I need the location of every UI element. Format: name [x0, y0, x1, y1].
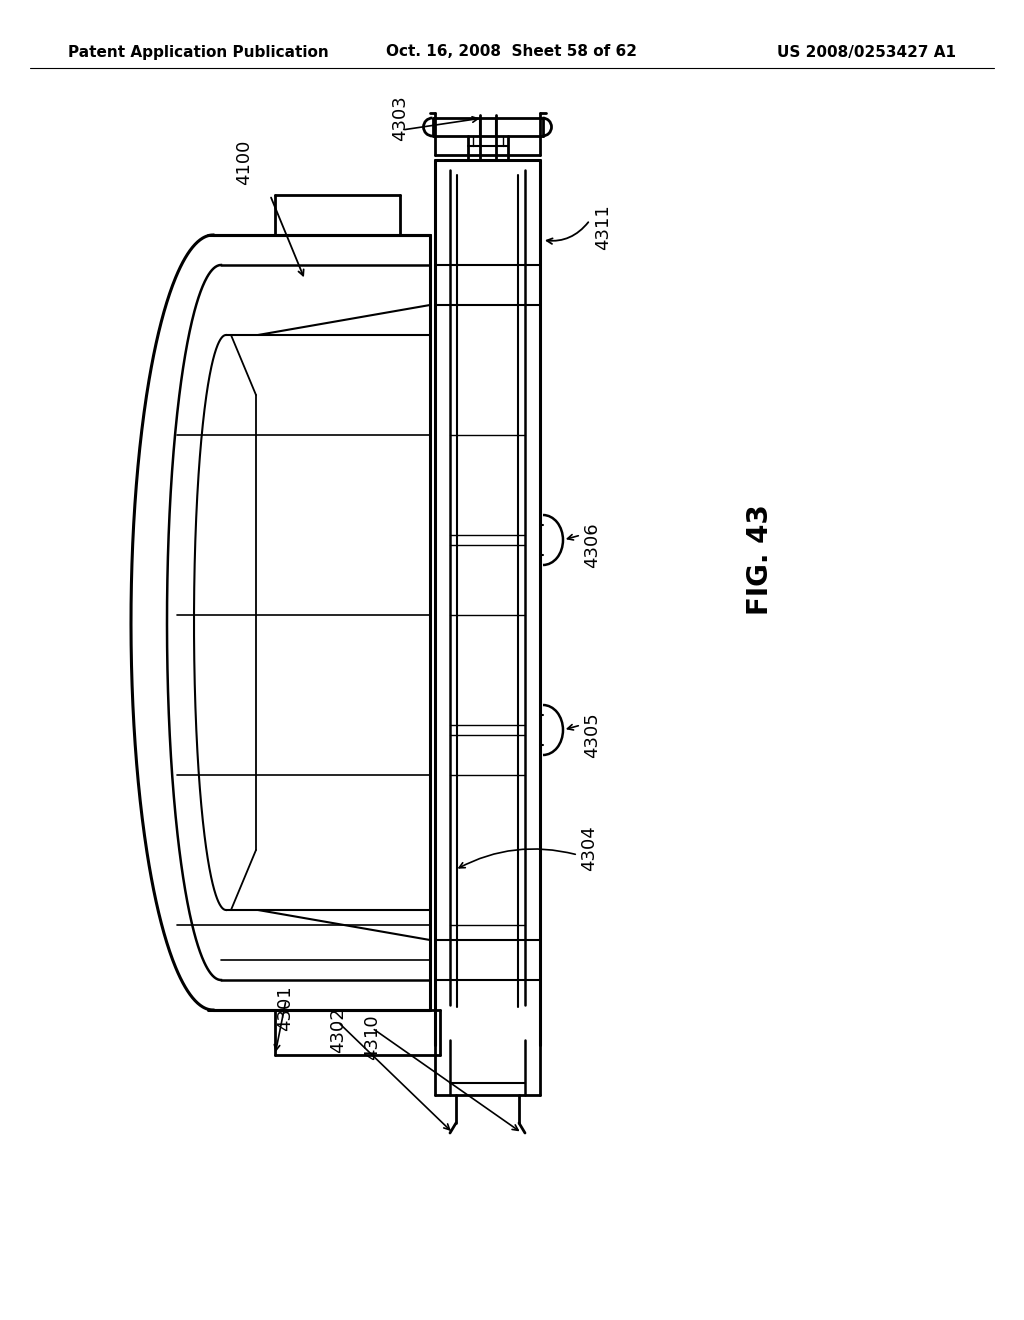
Text: Patent Application Publication: Patent Application Publication [68, 45, 329, 59]
Text: 4306: 4306 [583, 523, 601, 568]
Text: 4303: 4303 [391, 95, 409, 141]
Text: US 2008/0253427 A1: US 2008/0253427 A1 [777, 45, 956, 59]
Text: 4100: 4100 [234, 140, 253, 185]
Text: FIG. 43: FIG. 43 [746, 504, 774, 615]
Text: Oct. 16, 2008  Sheet 58 of 62: Oct. 16, 2008 Sheet 58 of 62 [386, 45, 638, 59]
Text: 4311: 4311 [594, 205, 612, 249]
Text: 4302: 4302 [329, 1007, 347, 1053]
Text: 4301: 4301 [276, 985, 294, 1031]
Text: 4304: 4304 [580, 825, 598, 871]
Text: 4305: 4305 [583, 711, 601, 758]
Text: 4310: 4310 [362, 1014, 381, 1060]
